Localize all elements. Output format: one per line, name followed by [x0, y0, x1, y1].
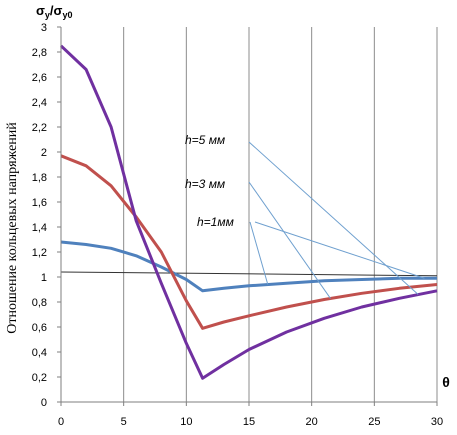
y-tick-label: 0	[41, 397, 47, 409]
x-tick-label: 25	[368, 416, 380, 428]
series-line-1	[60, 240, 437, 293]
axes	[57, 26, 438, 406]
y-tick-label: 0,6	[32, 322, 47, 334]
tick-labels: 0 0,2 0,4 0,6 0,8 1 1,2 1,4 1,6 1,8 2 2,2 2,4 2,6 2,8 3…	[32, 22, 443, 428]
y-axis-title-div: /σ	[50, 3, 63, 18]
grid-lines	[123, 27, 438, 402]
y-axis-title-sub0: y0	[62, 10, 72, 20]
y-tick-label: 0,4	[32, 347, 47, 359]
y-tick-label: 3	[41, 22, 47, 34]
y-tick-label: 2,8	[32, 47, 47, 59]
annotation-leader	[249, 221, 269, 285]
series-line-3	[59, 44, 438, 380]
y-tick-label: 1,6	[32, 197, 47, 209]
annotation-h1: h=1мм	[197, 215, 234, 229]
y-tick-label: 2,2	[32, 122, 47, 134]
x-tick-label: 15	[243, 416, 255, 428]
y-tick-label: 1,8	[32, 172, 47, 184]
y-axis-title: σy/σy0	[36, 3, 72, 20]
x-tick-label: 5	[121, 416, 127, 428]
y-tick-label: 2	[41, 147, 47, 159]
y-tick-label: 2,4	[32, 97, 47, 109]
annotation-leader	[254, 221, 425, 279]
x-tick-label: 20	[306, 416, 318, 428]
y-axis-title-sub: y	[45, 10, 50, 20]
x-tick-label: 10	[180, 416, 192, 428]
series-group	[59, 44, 438, 380]
x-axis-title: θ	[442, 374, 450, 390]
annotation-leader	[248, 181, 331, 299]
x-tick-label: 30	[431, 416, 443, 428]
series-line-2	[60, 154, 438, 330]
y-axis-title-sigma: σ	[36, 3, 45, 18]
y-tick-label: 1	[41, 272, 47, 284]
y-tick-label: 1,2	[32, 247, 47, 259]
x-tick-label: 0	[58, 416, 64, 428]
y-tick-label: 0,2	[32, 372, 47, 384]
reference-line	[60, 271, 438, 277]
y-tick-label: 2,6	[32, 72, 47, 84]
reference-line-group	[60, 271, 438, 277]
annotation-leader	[248, 141, 419, 295]
y-tick-label: 0,8	[32, 297, 47, 309]
y-tick-label: 1,4	[32, 222, 47, 234]
annotation-h3: h=3 мм	[185, 177, 225, 191]
annotation-h5: h=5 мм	[185, 133, 225, 147]
annotation-leaders	[248, 141, 425, 299]
y-axis-side-label: Отношение кольцевых напряжений	[5, 122, 20, 334]
